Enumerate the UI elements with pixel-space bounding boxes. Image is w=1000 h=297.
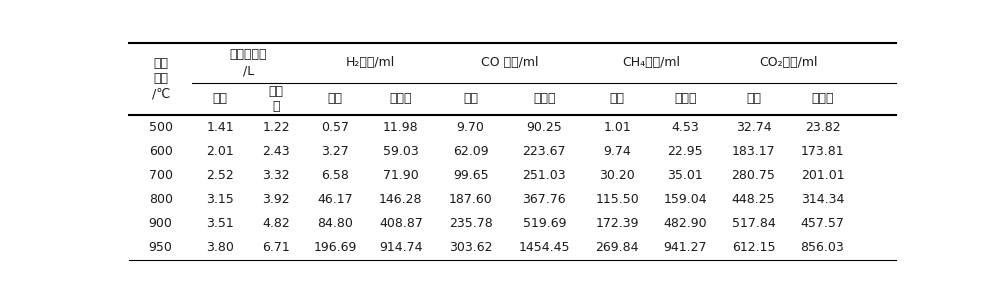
- Text: 3.32: 3.32: [262, 169, 290, 182]
- Text: 900: 900: [149, 217, 173, 230]
- Text: 1.01: 1.01: [603, 121, 631, 134]
- Text: 空白: 空白: [746, 92, 761, 105]
- Text: 3.27: 3.27: [321, 145, 349, 158]
- Text: 热解
温度
/℃: 热解 温度 /℃: [152, 57, 170, 101]
- Text: 催化剂: 催化剂: [390, 92, 412, 105]
- Text: 6.71: 6.71: [262, 241, 290, 254]
- Text: 500: 500: [149, 121, 173, 134]
- Text: 4.82: 4.82: [262, 217, 290, 230]
- Text: 62.09: 62.09: [453, 145, 488, 158]
- Text: 519.69: 519.69: [523, 217, 566, 230]
- Text: 催化剂: 催化剂: [811, 92, 834, 105]
- Text: 482.90: 482.90: [664, 217, 707, 230]
- Text: 517.84: 517.84: [732, 217, 775, 230]
- Text: 空白: 空白: [610, 92, 625, 105]
- Text: 196.69: 196.69: [313, 241, 357, 254]
- Text: 30.20: 30.20: [599, 169, 635, 182]
- Text: 2.01: 2.01: [206, 145, 234, 158]
- Text: 235.78: 235.78: [449, 217, 493, 230]
- Text: 催化
剂: 催化 剂: [269, 85, 284, 113]
- Text: 146.28: 146.28: [379, 193, 423, 206]
- Text: 84.80: 84.80: [317, 217, 353, 230]
- Text: 3.51: 3.51: [206, 217, 234, 230]
- Text: 159.04: 159.04: [664, 193, 707, 206]
- Text: 32.74: 32.74: [736, 121, 771, 134]
- Text: 173.81: 173.81: [801, 145, 844, 158]
- Text: 700: 700: [149, 169, 173, 182]
- Text: 4.53: 4.53: [671, 121, 699, 134]
- Text: 22.95: 22.95: [668, 145, 703, 158]
- Text: 800: 800: [149, 193, 173, 206]
- Text: 172.39: 172.39: [595, 217, 639, 230]
- Text: 914.74: 914.74: [379, 241, 423, 254]
- Text: 115.50: 115.50: [595, 193, 639, 206]
- Text: 3.92: 3.92: [262, 193, 290, 206]
- Text: 941.27: 941.27: [664, 241, 707, 254]
- Text: 2.43: 2.43: [262, 145, 290, 158]
- Text: 0.57: 0.57: [321, 121, 349, 134]
- Text: 46.17: 46.17: [317, 193, 353, 206]
- Text: 856.03: 856.03: [801, 241, 844, 254]
- Text: 448.25: 448.25: [732, 193, 775, 206]
- Text: 空白: 空白: [213, 92, 228, 105]
- Text: 280.75: 280.75: [732, 169, 775, 182]
- Text: 71.90: 71.90: [383, 169, 419, 182]
- Text: 9.74: 9.74: [603, 145, 631, 158]
- Text: 269.84: 269.84: [595, 241, 639, 254]
- Text: 催化剂: 催化剂: [533, 92, 556, 105]
- Text: CO 总量/ml: CO 总量/ml: [481, 56, 538, 69]
- Text: 201.01: 201.01: [801, 169, 844, 182]
- Text: 1454.45: 1454.45: [519, 241, 570, 254]
- Text: 223.67: 223.67: [523, 145, 566, 158]
- Text: 59.03: 59.03: [383, 145, 419, 158]
- Text: 11.98: 11.98: [383, 121, 419, 134]
- Text: 187.60: 187.60: [449, 193, 493, 206]
- Text: 950: 950: [149, 241, 173, 254]
- Text: 6.58: 6.58: [321, 169, 349, 182]
- Text: CO₂总量/ml: CO₂总量/ml: [759, 56, 818, 69]
- Text: 600: 600: [149, 145, 173, 158]
- Text: 热解气总量
/L: 热解气总量 /L: [229, 48, 267, 77]
- Text: 612.15: 612.15: [732, 241, 775, 254]
- Text: CH₄总量/ml: CH₄总量/ml: [622, 56, 680, 69]
- Text: 空白: 空白: [328, 92, 343, 105]
- Text: 99.65: 99.65: [453, 169, 488, 182]
- Text: 35.01: 35.01: [667, 169, 703, 182]
- Text: 90.25: 90.25: [526, 121, 562, 134]
- Text: 3.80: 3.80: [206, 241, 234, 254]
- Text: 408.87: 408.87: [379, 217, 423, 230]
- Text: 9.70: 9.70: [457, 121, 485, 134]
- Text: H₂总量/ml: H₂总量/ml: [345, 56, 395, 69]
- Text: 空白: 空白: [463, 92, 478, 105]
- Text: 303.62: 303.62: [449, 241, 492, 254]
- Text: 催化剂: 催化剂: [674, 92, 697, 105]
- Text: 2.52: 2.52: [206, 169, 234, 182]
- Text: 3.15: 3.15: [206, 193, 234, 206]
- Text: 183.17: 183.17: [732, 145, 775, 158]
- Text: 314.34: 314.34: [801, 193, 844, 206]
- Text: 23.82: 23.82: [805, 121, 840, 134]
- Text: 1.41: 1.41: [207, 121, 234, 134]
- Text: 251.03: 251.03: [522, 169, 566, 182]
- Text: 367.76: 367.76: [522, 193, 566, 206]
- Text: 1.22: 1.22: [262, 121, 290, 134]
- Text: 457.57: 457.57: [801, 217, 844, 230]
